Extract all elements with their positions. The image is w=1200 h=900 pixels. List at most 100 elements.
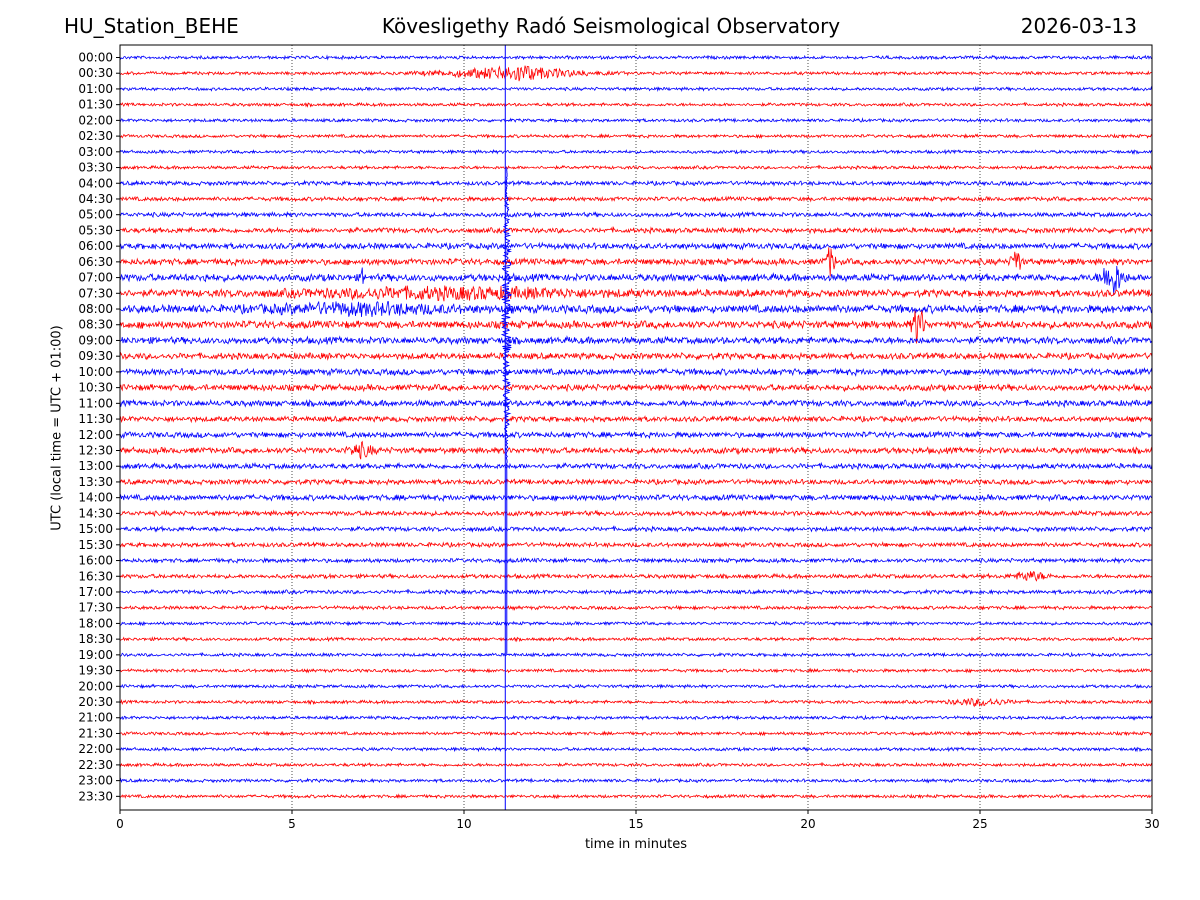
trace-02:30 [119, 132, 1153, 140]
trace-17:30 [119, 604, 1153, 611]
y-tick-label: 17:30 [78, 601, 113, 615]
trace-22:30 [119, 761, 1153, 768]
trace-01:00 [119, 85, 1153, 93]
y-tick-label: 04:00 [78, 176, 113, 190]
trace-00:30 [119, 65, 1153, 82]
y-tick-label: 06:00 [78, 239, 113, 253]
y-tick-label: 02:30 [78, 129, 113, 143]
trace-15:00 [119, 525, 1153, 533]
trace-10:30 [119, 382, 1153, 393]
trace-08:00 [119, 300, 1153, 318]
y-tick-label: 08:00 [78, 302, 113, 316]
trace-01:30 [119, 101, 1153, 108]
x-tick-label: 30 [1144, 817, 1159, 831]
chart-date: 2026-03-13 [1020, 14, 1137, 38]
y-tick-label: 21:30 [78, 726, 113, 740]
y-tick-label: 23:00 [78, 774, 113, 788]
y-tick-label: 12:00 [78, 428, 113, 442]
y-tick-label: 02:00 [78, 113, 113, 127]
y-tick-label: 05:30 [78, 223, 113, 237]
trace-14:30 [119, 509, 1153, 518]
x-tick-label: 5 [288, 817, 296, 831]
y-tick-label: 15:30 [78, 538, 113, 552]
trace-12:00 [119, 430, 1153, 440]
trace-23:30 [119, 793, 1153, 800]
trace-18:30 [119, 636, 1153, 643]
y-tick-label: 00:00 [78, 51, 113, 65]
y-tick-label: 09:00 [78, 333, 113, 347]
trace-04:30 [119, 195, 1153, 203]
x-axis-label: time in minutes [584, 837, 688, 852]
y-tick-label: 10:00 [78, 365, 113, 379]
chart-title: Kövesligethy Radó Seismological Observat… [381, 14, 841, 38]
plot-frame [119, 44, 1153, 811]
y-tick-label: 13:00 [78, 459, 113, 473]
trace-13:00 [119, 461, 1153, 471]
trace-09:00 [119, 335, 1153, 346]
trace-05:30 [119, 226, 1153, 235]
y-tick-label: 01:00 [78, 82, 113, 96]
y-tick-label: 01:30 [78, 98, 113, 112]
y-tick-label: 15:00 [78, 522, 113, 536]
y-tick-label: 04:30 [78, 192, 113, 206]
y-tick-label: 16:00 [78, 554, 113, 568]
y-tick-label: 21:00 [78, 711, 113, 725]
y-tick-label: 18:00 [78, 616, 113, 630]
x-tick-label: 10 [456, 817, 471, 831]
trace-03:30 [119, 164, 1153, 171]
trace-02:00 [119, 117, 1153, 124]
y-tick-label: 16:30 [78, 569, 113, 583]
trace-18:00 [119, 620, 1153, 627]
trace-05:00 [119, 210, 1153, 219]
y-tick-label: 14:00 [78, 491, 113, 505]
trace-11:30 [119, 414, 1153, 424]
trace-20:30 [119, 697, 1153, 708]
trace-09:30 [119, 351, 1153, 362]
grid-lines [291, 45, 981, 810]
trace-23:00 [119, 777, 1153, 784]
x-ticks: 0 5 10 15 20 25 30 [116, 810, 1160, 831]
trace-19:00 [119, 651, 1153, 658]
x-tick-label: 0 [116, 817, 124, 831]
y-tick-label: 18:30 [78, 632, 113, 646]
y-tick-label: 07:30 [78, 286, 113, 300]
y-axis-label: UTC (local time = UTC + 01:00) [49, 325, 65, 531]
traces [119, 45, 1153, 810]
y-tick-label: 20:00 [78, 679, 113, 693]
trace-21:30 [119, 730, 1153, 737]
trace-22:00 [119, 746, 1153, 753]
y-tick-label: 22:30 [78, 758, 113, 772]
trace-11:00 [119, 398, 1153, 409]
trace-04:00 [119, 179, 1153, 187]
y-tick-label: 10:30 [78, 381, 113, 395]
x-tick-label: 20 [800, 817, 815, 831]
trace-03:00 [119, 148, 1153, 156]
y-tick-label: 17:00 [78, 585, 113, 599]
y-tick-label: 19:30 [78, 664, 113, 678]
x-tick-label: 25 [972, 817, 987, 831]
teleseism-wave [500, 167, 514, 655]
y-tick-label: 00:30 [78, 66, 113, 80]
y-tick-label: 03:00 [78, 145, 113, 159]
y-tick-label: 22:00 [78, 742, 113, 756]
trace-15:30 [119, 541, 1153, 549]
trace-12:30 [119, 440, 1153, 460]
trace-10:00 [119, 367, 1153, 377]
trace-06:30 [119, 247, 1153, 277]
y-tick-label: 09:30 [78, 349, 113, 363]
station-name: HU_Station_BEHE [64, 14, 239, 38]
y-tick-label: 08:30 [78, 318, 113, 332]
y-tick-label: 06:30 [78, 255, 113, 269]
trace-08:30 [119, 310, 1153, 344]
trace-19:30 [119, 667, 1153, 674]
trace-21:00 [119, 714, 1153, 721]
trace-07:30 [119, 285, 1153, 302]
y-tick-label: 23:30 [78, 789, 113, 803]
trace-14:00 [119, 493, 1153, 503]
y-tick-label: 05:00 [78, 208, 113, 222]
y-tick-label: 11:00 [78, 396, 113, 410]
trace-16:30 [119, 571, 1153, 582]
y-tick-label: 11:30 [78, 412, 113, 426]
y-tick-label: 07:00 [78, 271, 113, 285]
